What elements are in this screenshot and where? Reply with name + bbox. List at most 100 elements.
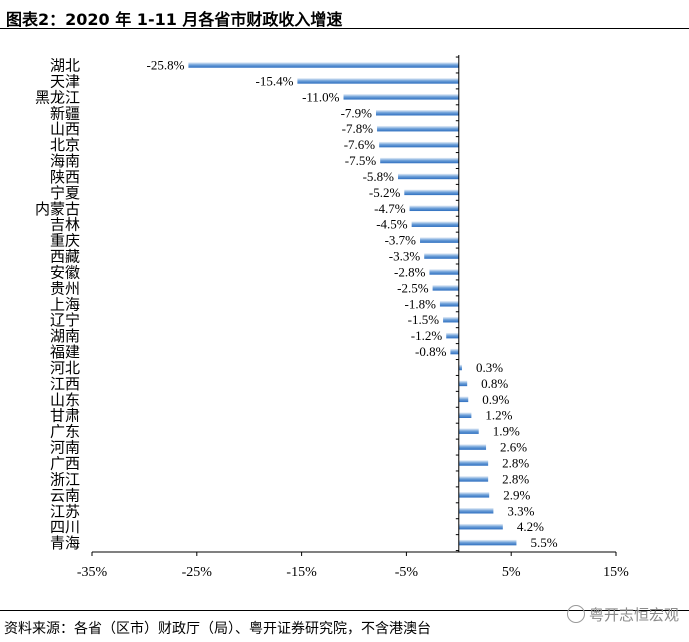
- value-label: -4.7%: [374, 201, 406, 216]
- bar-山东: [458, 396, 469, 403]
- value-label: 3.3%: [507, 503, 534, 518]
- bar-北京: [379, 141, 459, 148]
- watermark: 粤开志恒宏观: [566, 604, 679, 625]
- x-tick-label: -15%: [286, 565, 317, 580]
- value-label: -1.8%: [405, 296, 437, 311]
- category-label: 河北: [50, 359, 80, 377]
- bar-河北: [458, 364, 462, 371]
- bar-山西: [377, 125, 459, 132]
- bar-福建: [450, 348, 459, 355]
- value-label: 0.8%: [481, 376, 508, 391]
- value-label: -1.2%: [411, 328, 443, 343]
- category-label: 广西: [50, 455, 80, 473]
- value-label: 2.9%: [503, 487, 530, 502]
- value-label: 2.6%: [500, 440, 527, 455]
- figure-title: 图表2：2020 年 1-11 月各省市财政收入增速: [6, 10, 343, 29]
- value-label: 2.8%: [502, 471, 529, 486]
- bar-陕西: [398, 173, 459, 180]
- category-label: 陕西: [50, 168, 80, 186]
- bar-吉林: [411, 221, 459, 227]
- category-label: 河南: [50, 439, 80, 457]
- category-label: 江西: [50, 375, 80, 393]
- value-label: -11.0%: [302, 89, 340, 104]
- category-label: 上海: [50, 295, 80, 313]
- bar-贵州: [432, 285, 459, 291]
- category-label: 贵州: [50, 279, 80, 297]
- source-note: 资料来源：各省（区市）财政厅（局）、粤开证券研究院，不含港澳台: [4, 621, 431, 637]
- value-label: -4.5%: [376, 217, 408, 232]
- value-label: -3.3%: [389, 249, 421, 264]
- bar-江西: [458, 380, 468, 387]
- bar-湖北: [188, 62, 459, 68]
- bar-新疆: [376, 110, 459, 116]
- category-label: 四川: [50, 518, 80, 536]
- bar-广东: [458, 428, 479, 434]
- value-label: 4.2%: [517, 519, 544, 534]
- value-label: -2.8%: [394, 264, 426, 279]
- category-label: 福建: [50, 343, 80, 361]
- value-label: 0.3%: [476, 360, 503, 375]
- value-label: 5.5%: [530, 535, 557, 550]
- bar-宁夏: [404, 189, 459, 196]
- value-label: -1.5%: [408, 312, 440, 327]
- value-label: -3.7%: [385, 233, 417, 248]
- wechat-icon: [566, 605, 585, 623]
- bar-浙江: [458, 476, 489, 482]
- category-label: 湖北: [50, 57, 80, 75]
- category-label: 浙江: [50, 470, 80, 488]
- bar-四川: [458, 523, 503, 530]
- value-label: -15.4%: [255, 73, 293, 88]
- value-label: -5.8%: [363, 169, 395, 184]
- bar-上海: [439, 301, 459, 307]
- bar-青海: [458, 539, 517, 546]
- value-label: 0.9%: [482, 392, 509, 407]
- title-divider: [0, 28, 689, 29]
- bar-西藏: [424, 253, 459, 259]
- bar-江苏: [458, 508, 494, 514]
- category-label: 西藏: [50, 248, 80, 266]
- category-label: 甘肃: [50, 407, 80, 425]
- category-label: 山东: [50, 391, 80, 409]
- category-label: 吉林: [50, 216, 80, 234]
- category-label: 内蒙古: [35, 200, 80, 218]
- category-label: 海南: [50, 152, 80, 170]
- value-label: -7.5%: [345, 153, 377, 168]
- category-label: 新疆: [50, 104, 80, 122]
- bar-天津: [297, 78, 459, 84]
- footer-divider: [0, 610, 689, 611]
- value-label: -5.2%: [369, 185, 401, 200]
- value-label: 1.9%: [493, 424, 520, 439]
- category-label: 宁夏: [50, 184, 80, 202]
- bar-云南: [458, 492, 490, 498]
- value-label: -7.6%: [344, 137, 376, 152]
- x-tick-label: 5%: [502, 565, 521, 580]
- value-label: 1.2%: [485, 408, 512, 423]
- value-label: 2.8%: [502, 456, 529, 471]
- category-label: 辽宁: [50, 311, 80, 329]
- category-label: 江苏: [50, 502, 80, 520]
- bar-广西: [458, 460, 489, 466]
- category-label: 湖南: [50, 327, 80, 345]
- value-label: -0.8%: [415, 344, 447, 359]
- value-label: -7.8%: [342, 121, 374, 136]
- value-label: -25.8%: [146, 58, 184, 73]
- category-label: 云南: [50, 486, 80, 504]
- category-label: 广东: [50, 423, 80, 441]
- bar-海南: [380, 157, 459, 164]
- x-tick-label: -5%: [395, 565, 419, 580]
- bar-黑龙江: [343, 94, 459, 100]
- bar-内蒙古: [409, 205, 459, 212]
- x-tick-label: -35%: [77, 565, 108, 580]
- bar-湖南: [446, 332, 459, 339]
- category-label: 重庆: [50, 232, 80, 250]
- bar-安徽: [429, 269, 459, 275]
- x-tick-label: -25%: [182, 565, 213, 580]
- bar-辽宁: [443, 316, 459, 323]
- category-label: 黑龙江: [35, 88, 80, 106]
- value-label: -7.9%: [341, 105, 373, 120]
- value-label: -2.5%: [397, 280, 429, 295]
- category-label: 山西: [50, 120, 80, 138]
- category-label: 天津: [50, 72, 80, 90]
- category-label: 安徽: [50, 263, 80, 281]
